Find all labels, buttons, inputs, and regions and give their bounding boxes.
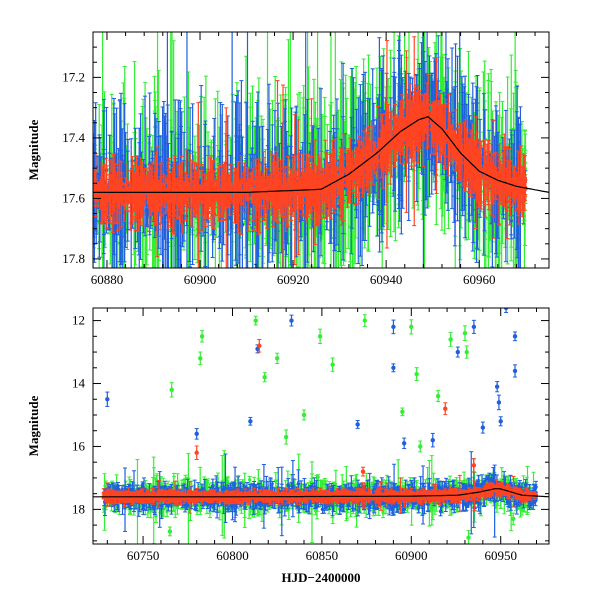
top-data-points <box>93 32 528 268</box>
data-point <box>216 157 220 161</box>
top-panel: 60880 60900 60920 60940 6096017.217.417.617.… <box>26 31 550 287</box>
